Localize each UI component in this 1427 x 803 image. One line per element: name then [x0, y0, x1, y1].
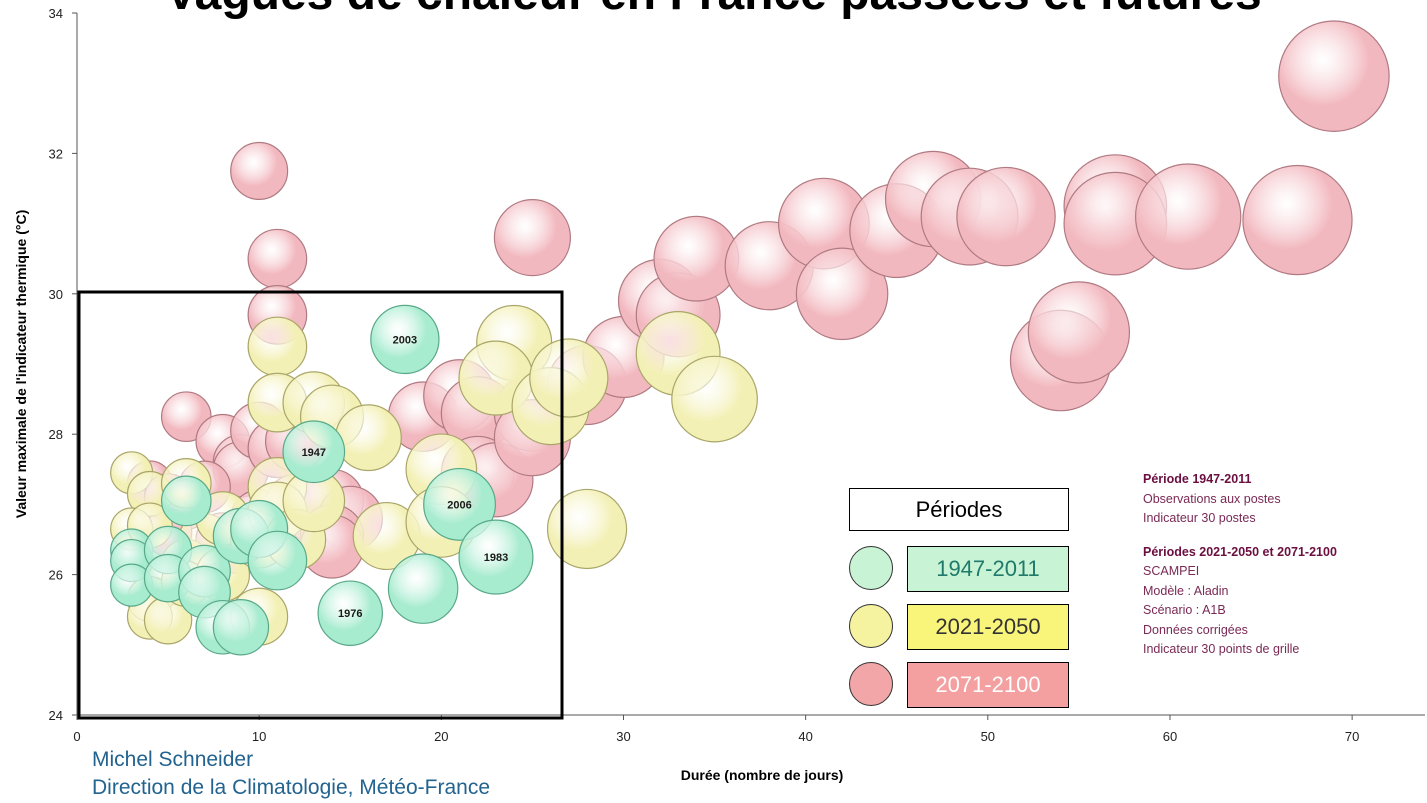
legend-circle-icon [849, 546, 893, 590]
bubble-2021-2050 [247, 316, 308, 377]
bubble-year-label: 1947 [302, 447, 326, 459]
tick-labels: 0 10 20 30 40 50 60 70 24 26 28 30 32 34 [49, 6, 1360, 744]
bubble-2071-2100 [493, 199, 572, 277]
bubble-year-label: 1976 [338, 608, 362, 620]
axes [76, 13, 1425, 716]
notes-heading-observed: Période 1947-2011 [1143, 472, 1252, 486]
bubble-2021-2050 [546, 488, 628, 570]
bubble-1947-2011 [282, 420, 346, 484]
legend-item-2071-2100: 2071-2100 [849, 662, 1069, 708]
bubble-2071-2100 [1278, 20, 1390, 132]
bubble-2021-2050 [529, 338, 609, 418]
notes-line: Indicateur 30 points de grille [1143, 642, 1300, 656]
bubble-2071-2100 [230, 141, 289, 200]
bubble-2071-2100 [795, 247, 889, 341]
notes-line: SCAMPEI [1143, 564, 1200, 578]
x-tick-label: 10 [252, 729, 266, 744]
chart-title: Vagues de chaleur en France passées et f… [0, 0, 1427, 21]
credit-author: Michel Schneider [92, 748, 254, 771]
bubble-2071-2100 [1027, 281, 1131, 384]
legend-circle-icon [849, 662, 893, 706]
x-tick-label: 70 [1345, 729, 1359, 744]
x-tick-label: 30 [616, 729, 630, 744]
y-tick-label: 34 [49, 6, 63, 21]
notes-line: Données corrigées [1143, 622, 1248, 637]
credit-organization: Direction de la Climatologie, Météo-Fran… [92, 776, 491, 799]
bubble-year-label: 2006 [447, 499, 471, 511]
x-axis-label: Durée (nombre de jours) [681, 767, 844, 783]
notes-line: Modèle : Aladin [1143, 583, 1229, 598]
legend-circle-icon [849, 604, 893, 648]
bubble-1947-2011 [387, 553, 459, 624]
bubble-1947-2011 [317, 580, 383, 646]
bubble-1947-2011 [370, 304, 440, 375]
bubble-year-label: 1983 [484, 552, 508, 564]
bubble-2071-2100 [1134, 163, 1242, 270]
notes-line: Indicateur 30 postes [1143, 511, 1256, 525]
y-tick-label: 26 [49, 568, 63, 583]
legend-item-1947-2011: 1947-2011 [849, 546, 1069, 592]
legend-title: Périodes [849, 488, 1069, 531]
y-axis-label: Valeur maximale de l'indicateur thermiqu… [13, 210, 29, 518]
bubble-2071-2100 [1242, 164, 1353, 276]
y-tick-label: 24 [49, 708, 63, 723]
bubble-2071-2100 [247, 228, 308, 289]
bubbles: 1947 1976 2003 2006 1983 [110, 20, 1390, 656]
bubble-2071-2100 [956, 166, 1056, 267]
y-tick-label: 30 [49, 287, 63, 302]
bubble-1947-2011 [423, 467, 496, 541]
y-tick-label: 28 [49, 427, 63, 442]
x-tick-label: 20 [434, 729, 448, 744]
bubble-2021-2050 [671, 355, 758, 443]
x-tick-label: 0 [73, 729, 80, 744]
bubble-1947-2011 [247, 530, 308, 591]
x-tick-label: 50 [981, 729, 995, 744]
legend-item-2021-2050: 2021-2050 [849, 604, 1069, 650]
highlight-box [77, 290, 564, 720]
bubble-1947-2011 [458, 519, 534, 595]
legend-label: 2071-2100 [907, 662, 1069, 708]
method-notes: Période 1947-2011 Observations aux poste… [1143, 470, 1423, 660]
legend-label: 1947-2011 [907, 546, 1069, 592]
bubble-1947-2011 [212, 599, 270, 656]
notes-heading-projections: Périodes 2021-2050 et 2071-2100 [1143, 544, 1337, 559]
x-tick-label: 40 [798, 729, 812, 744]
notes-line: Observations aux postes [1143, 491, 1281, 506]
bubble-year-label: 2003 [393, 334, 417, 346]
notes-line: Scénario : A1B [1143, 603, 1226, 617]
x-tick-label: 60 [1163, 729, 1177, 744]
bubble-1947-2011 [160, 475, 212, 527]
y-tick-label: 32 [49, 146, 63, 161]
bubble-2021-2050 [335, 404, 402, 472]
legend-label: 2021-2050 [907, 604, 1069, 650]
